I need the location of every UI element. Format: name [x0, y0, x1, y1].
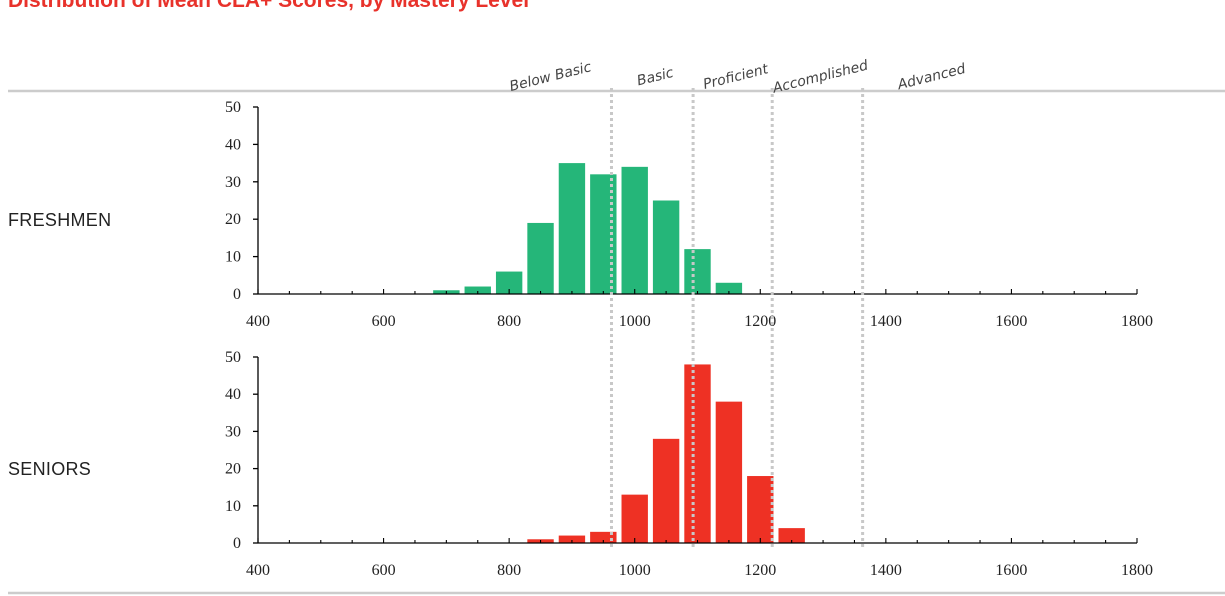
- y-tick-label: 0: [233, 535, 241, 552]
- bar: [464, 286, 491, 294]
- panel-seniors: SENIORS 0 10 20 30 40 50 400 600 800 1000 1200 1400 1…: [8, 349, 1153, 579]
- x-tick-label: 1000: [619, 562, 651, 579]
- y-tick-label: 20: [225, 211, 241, 228]
- x-tick-label: 600: [372, 562, 396, 579]
- bar: [558, 535, 586, 543]
- mastery-level-label: Proficient: [702, 61, 771, 93]
- mastery-level-label: Basic: [635, 65, 675, 90]
- bar: [778, 528, 805, 543]
- y-tick-label: 30: [225, 423, 241, 440]
- y-tick-label: 20: [225, 461, 241, 478]
- x-tick-label: 400: [246, 313, 270, 330]
- x-tick-label: 1600: [995, 562, 1027, 579]
- bar: [684, 249, 711, 294]
- y-tick-label: 0: [233, 286, 241, 303]
- bar: [621, 494, 648, 543]
- y-tick-label: 30: [225, 174, 241, 191]
- bar: [747, 476, 774, 543]
- x-tick-label: 1400: [870, 313, 902, 330]
- bar: [652, 200, 680, 294]
- bar: [558, 163, 586, 294]
- y-tick-label: 10: [225, 498, 241, 515]
- mastery-level-label: Advanced: [895, 61, 967, 94]
- bar: [652, 438, 680, 543]
- bar: [495, 271, 523, 294]
- series-label: FRESHMEN: [8, 210, 111, 230]
- series-label: SENIORS: [8, 459, 91, 479]
- x-tick-label: 400: [246, 562, 270, 579]
- mastery-level-label: Below Basic: [508, 59, 593, 95]
- x-tick-label: 1200: [744, 562, 776, 579]
- bar: [684, 364, 711, 543]
- panel-freshmen: FRESHMEN 0 10 20 30 40 50 400 600 800 1000 1200 1400…: [8, 99, 1153, 330]
- y-tick-label: 50: [225, 99, 241, 116]
- y-tick-label: 10: [225, 249, 241, 266]
- y-tick-label: 40: [225, 136, 241, 153]
- y-tick-label: 50: [225, 349, 241, 366]
- x-tick-label: 1200: [744, 313, 776, 330]
- x-tick-label: 1400: [870, 562, 902, 579]
- chart-title: Distribution of Mean CLA+ Scores, by Mas…: [8, 0, 530, 12]
- x-tick-label: 1000: [619, 313, 651, 330]
- bar: [715, 401, 743, 543]
- x-tick-label: 1800: [1121, 562, 1153, 579]
- bar: [527, 222, 554, 294]
- bar: [715, 282, 743, 294]
- bar: [621, 166, 648, 294]
- x-tick-label: 1800: [1121, 313, 1153, 330]
- x-tick-label: 1600: [995, 313, 1027, 330]
- x-tick-label: 800: [497, 313, 521, 330]
- x-tick-label: 600: [372, 313, 396, 330]
- y-tick-label: 40: [225, 386, 241, 403]
- x-tick-label: 800: [497, 562, 521, 579]
- bar: [590, 531, 617, 543]
